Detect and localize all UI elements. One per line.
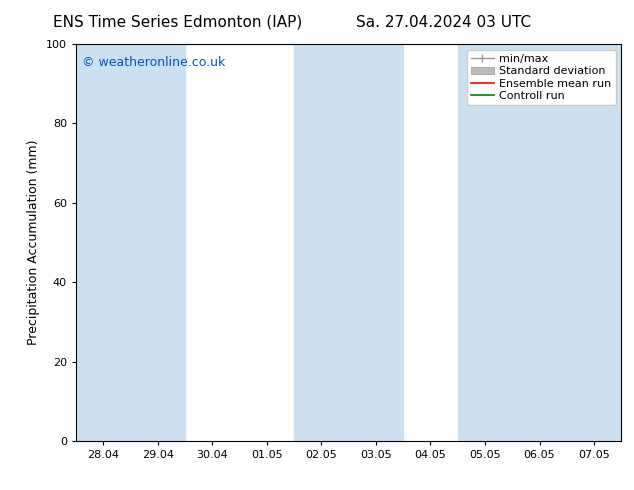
Bar <box>131 44 185 441</box>
Text: Sa. 27.04.2024 03 UTC: Sa. 27.04.2024 03 UTC <box>356 15 531 30</box>
Y-axis label: Precipitation Accumulation (mm): Precipitation Accumulation (mm) <box>27 140 41 345</box>
Bar <box>567 44 621 441</box>
Bar <box>458 44 512 441</box>
Bar <box>512 44 567 441</box>
Bar <box>349 44 403 441</box>
Bar <box>294 44 349 441</box>
Bar <box>76 44 131 441</box>
Text: © weatheronline.co.uk: © weatheronline.co.uk <box>82 56 225 69</box>
Legend: min/max, Standard deviation, Ensemble mean run, Controll run: min/max, Standard deviation, Ensemble me… <box>467 49 616 105</box>
Text: ENS Time Series Edmonton (IAP): ENS Time Series Edmonton (IAP) <box>53 15 302 30</box>
